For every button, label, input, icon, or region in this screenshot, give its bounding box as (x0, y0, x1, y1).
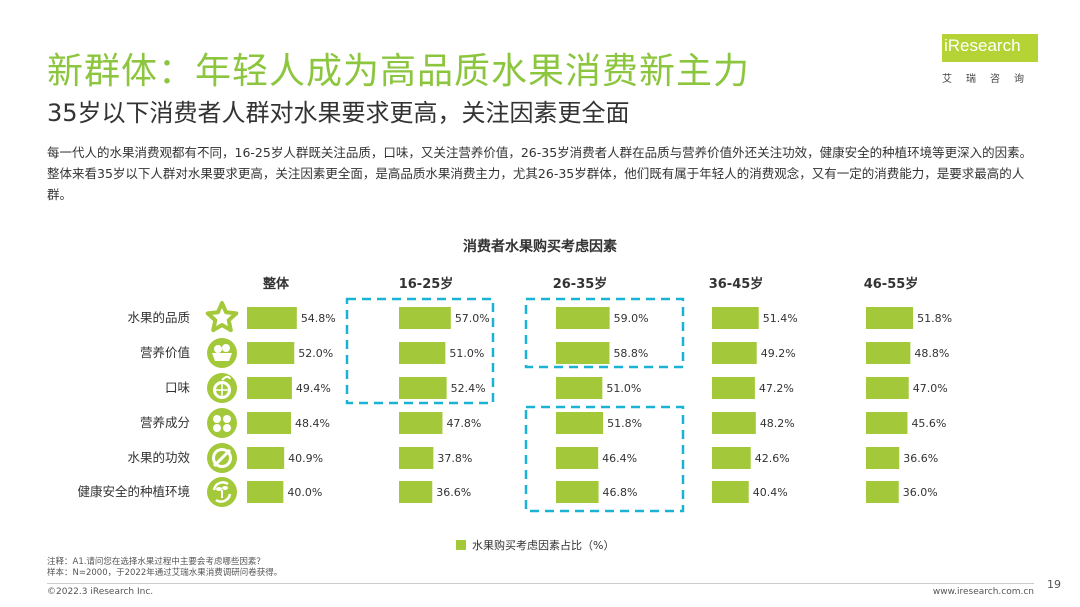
bar-26-35-2 (556, 342, 610, 364)
category-label-6: 健康安全的种植环境 (77, 484, 190, 499)
bar-26-35-6 (556, 481, 599, 503)
bar-16-25-2 (399, 342, 446, 364)
bar-overall-4 (247, 412, 291, 434)
bar-label-46-55-1: 51.8% (917, 312, 952, 325)
bar-36-45-3 (712, 377, 755, 399)
logo-badge (942, 34, 1038, 62)
bar-label-36-45-2: 49.2% (761, 347, 796, 360)
bar-16-25-6 (399, 481, 433, 503)
bar-label-46-55-6: 36.0% (903, 486, 938, 499)
star-icon (205, 301, 239, 333)
bar-label-16-25-2: 51.0% (449, 347, 484, 360)
footnote-sample: 样本：N=2000，于2022年通过艾瑞水果消费调研问卷获得。 (47, 568, 283, 578)
bar-label-overall-1: 54.8% (301, 312, 336, 325)
bar-label-26-35-2: 58.8% (613, 347, 648, 360)
footnotes: 注释：A1.请问您在选择水果过程中主要会考虑哪些因素？ 样本：N=2000，于2… (47, 557, 282, 579)
footnote-question: 注释：A1.请问您在选择水果过程中主要会考虑哪些因素？ (47, 557, 265, 567)
chart-legend: 水果购买考虑因素占比（%） (456, 537, 614, 553)
legend-swatch (456, 540, 466, 550)
footer-divider (47, 583, 1034, 584)
legend-label: 水果购买考虑因素占比（%） (472, 539, 615, 552)
intro-paragraph: 每一代人的水果消费观都有不同，16-25岁人群既关注品质，口味，又关注营养价值，… (47, 145, 1033, 202)
bar-overall-1 (247, 307, 297, 329)
bar-label-36-45-4: 48.2% (760, 417, 795, 430)
bar-label-16-25-5: 37.8% (437, 452, 472, 465)
bar-label-overall-6: 40.0% (287, 486, 322, 499)
logo-subtitle: 艾瑞咨询 (942, 74, 1038, 85)
bar-label-36-45-5: 42.6% (755, 452, 790, 465)
bar-16-25-3 (399, 377, 447, 399)
bar-label-36-45-3: 47.2% (759, 382, 794, 395)
category-label-3: 口味 (165, 380, 191, 395)
bar-46-55-6 (866, 481, 899, 503)
bar-overall-2 (247, 342, 295, 364)
bar-26-35-4 (556, 412, 604, 434)
bar-label-16-25-1: 57.0% (455, 312, 490, 325)
highlight-box-1 (345, 297, 495, 405)
highlight-box-3 (524, 405, 685, 513)
bar-label-46-55-2: 48.8% (914, 347, 949, 360)
no-symbol-icon (207, 443, 237, 473)
category-label-2: 营养价值 (140, 345, 190, 360)
bar-16-25-5 (399, 447, 434, 469)
bar-label-46-55-4: 45.6% (911, 417, 946, 430)
series-header-1: 整体 (262, 276, 290, 292)
bar-46-55-4 (866, 412, 908, 434)
bar-label-36-45-1: 51.4% (763, 312, 798, 325)
page-number: 19 (1047, 578, 1061, 591)
bar-overall-5 (247, 447, 285, 469)
logo-brand: iResearch (944, 36, 1021, 55)
bar-label-overall-4: 48.4% (295, 417, 330, 430)
category-label-1: 水果的品质 (127, 310, 190, 325)
bar-46-55-3 (866, 377, 909, 399)
bar-label-16-25-4: 47.8% (446, 417, 481, 430)
bar-label-46-55-5: 36.6% (903, 452, 938, 465)
bar-36-45-4 (712, 412, 756, 434)
bar-26-35-5 (556, 447, 599, 469)
category-label-4: 营养成分 (140, 415, 190, 430)
bar-label-16-25-3: 52.4% (451, 382, 486, 395)
bar-label-26-35-4: 51.8% (607, 417, 642, 430)
highlight-box-2 (524, 297, 685, 369)
bar-26-35-3 (556, 377, 603, 399)
bar-36-45-2 (712, 342, 757, 364)
chart-title: 消费者水果购买考虑因素 (463, 239, 617, 255)
series-header-5: 46-55岁 (864, 276, 919, 292)
recycle-plant-icon (207, 477, 237, 507)
bar-46-55-5 (866, 447, 900, 469)
orange-slice-icon (207, 373, 237, 403)
bar-label-46-55-3: 47.0% (913, 382, 948, 395)
category-label-5: 水果的功效 (127, 450, 190, 465)
bar-46-55-1 (866, 307, 914, 329)
iresearch-logo: iResearch 艾瑞咨询 (938, 30, 1046, 86)
bar-label-36-45-6: 40.4% (753, 486, 788, 499)
bar-26-35-1 (556, 307, 610, 329)
bar-label-overall-2: 52.0% (298, 347, 333, 360)
series-header-3: 26-35岁 (553, 276, 608, 292)
bar-16-25-1 (399, 307, 451, 329)
bar-overall-3 (247, 377, 292, 399)
bar-36-45-1 (712, 307, 759, 329)
series-header-4: 36-45岁 (709, 276, 764, 292)
bar-36-45-5 (712, 447, 751, 469)
series-header-2: 16-25岁 (399, 276, 454, 292)
bar-16-25-4 (399, 412, 443, 434)
vegetable-basket-icon (207, 338, 237, 368)
bar-label-overall-3: 49.4% (296, 382, 331, 395)
bar-label-16-25-6: 36.6% (436, 486, 471, 499)
bar-label-26-35-5: 46.4% (602, 452, 637, 465)
bar-label-overall-5: 40.9% (288, 452, 323, 465)
bar-46-55-2 (866, 342, 911, 364)
bar-label-26-35-3: 51.0% (606, 382, 641, 395)
bar-36-45-6 (712, 481, 749, 503)
nutrients-icon (207, 408, 237, 438)
site-url: www.iresearch.com.cn (932, 587, 1034, 597)
bar-label-26-35-1: 59.0% (614, 312, 649, 325)
copyright: ©2022.3 iResearch Inc. (47, 587, 154, 597)
page-subtitle: 35岁以下消费者人群对水果要求更高，关注因素更全面 (47, 99, 630, 127)
page-title: 新群体：年轻人成为高品质水果消费新主力 (47, 51, 751, 92)
bar-label-26-35-6: 46.8% (603, 486, 638, 499)
bar-overall-6 (247, 481, 284, 503)
